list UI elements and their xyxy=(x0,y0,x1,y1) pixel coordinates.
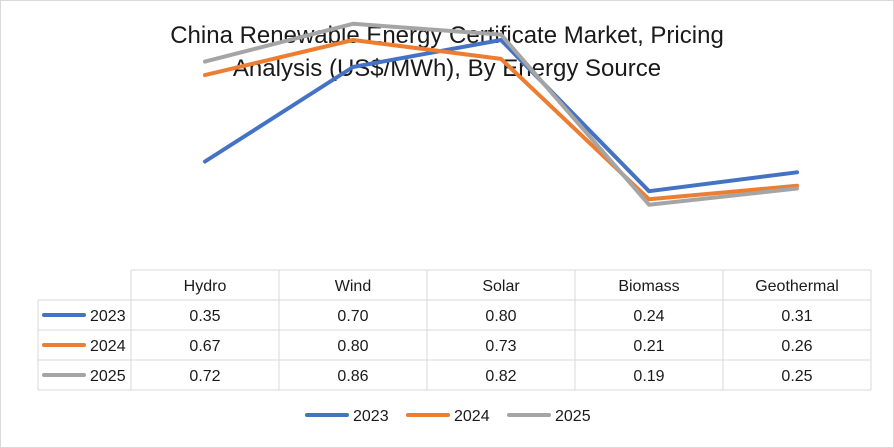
table-cell-2023-biomass: 0.24 xyxy=(633,308,664,325)
table-cell-2024-solar: 0.73 xyxy=(485,338,516,355)
table-cell-2024-hydro: 0.67 xyxy=(189,338,220,355)
row-label-2025: 2025 xyxy=(90,368,126,385)
chart-title-line-1: China Renewable Energy Certificate Marke… xyxy=(170,22,724,49)
table-cell-2023-hydro: 0.35 xyxy=(189,308,220,325)
table-header-solar: Solar xyxy=(482,278,520,295)
table-cell-2024-geothermal: 0.26 xyxy=(781,338,812,355)
table-cell-2023-geothermal: 0.31 xyxy=(781,308,812,325)
chart-title-line-2: Analysis (US$/MWh), By Energy Source xyxy=(232,55,662,82)
legend: 2023 2024 2025 xyxy=(305,408,591,425)
row-label-2023: 2023 xyxy=(90,308,126,325)
data-table: Hydro Wind Solar Biomass Geothermal 2023 0.35 0… xyxy=(37,269,872,391)
table-header-geothermal: Geothermal xyxy=(755,278,839,295)
table-cell-2023-solar: 0.80 xyxy=(485,308,516,325)
table-header-biomass: Biomass xyxy=(618,278,679,295)
table-cell-2023-wind: 0.70 xyxy=(337,308,368,325)
table-header-hydro: Hydro xyxy=(184,278,227,295)
table-cell-2025-solar: 0.82 xyxy=(485,368,516,385)
series-line-2025 xyxy=(203,21,799,207)
legend-label-2025: 2025 xyxy=(555,408,591,425)
chart-title: China Renewable Energy Certificate Marke… xyxy=(1,19,893,85)
table-cell-2024-wind: 0.80 xyxy=(337,338,368,355)
legend-label-2024: 2024 xyxy=(454,408,490,425)
table-cell-2025-hydro: 0.72 xyxy=(189,368,220,385)
legend-label-2023: 2023 xyxy=(353,408,389,425)
series-line-2024 xyxy=(203,38,799,202)
table-cell-2025-wind: 0.86 xyxy=(337,368,368,385)
plot-area xyxy=(203,21,799,207)
table-cell-2024-biomass: 0.21 xyxy=(633,338,664,355)
table-header-wind: Wind xyxy=(335,278,371,295)
series-line-2023 xyxy=(203,38,799,194)
row-label-2024: 2024 xyxy=(90,338,126,355)
table-cell-2025-biomass: 0.19 xyxy=(633,368,664,385)
table-cell-2025-geothermal: 0.25 xyxy=(781,368,812,385)
